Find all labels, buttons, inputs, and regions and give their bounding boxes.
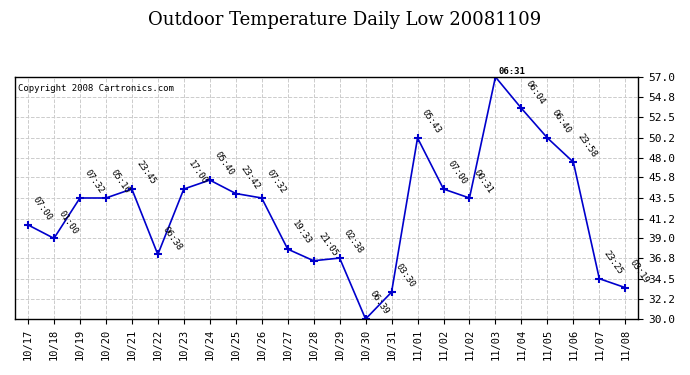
Text: 07:00: 07:00 [446, 159, 469, 186]
Text: 02:38: 02:38 [342, 228, 365, 256]
Text: 01:00: 01:00 [57, 209, 79, 236]
Text: 17:00: 17:00 [186, 159, 209, 186]
Text: 06:40: 06:40 [550, 108, 573, 135]
Text: 06:39: 06:39 [368, 290, 391, 316]
Text: 05:40: 05:40 [213, 150, 235, 178]
Text: 00:31: 00:31 [472, 168, 495, 195]
Text: 06:31: 06:31 [498, 67, 525, 76]
Text: 07:00: 07:00 [30, 195, 53, 222]
Text: 06:38: 06:38 [161, 225, 184, 252]
Text: 23:25: 23:25 [602, 249, 624, 276]
Text: 07:32: 07:32 [83, 168, 106, 195]
Text: 19:33: 19:33 [290, 219, 313, 247]
Text: 05:10: 05:10 [108, 168, 131, 195]
Text: Outdoor Temperature Daily Low 20081109: Outdoor Temperature Daily Low 20081109 [148, 11, 542, 29]
Text: 23:58: 23:58 [576, 132, 599, 160]
Text: Copyright 2008 Cartronics.com: Copyright 2008 Cartronics.com [18, 84, 174, 93]
Text: 03:30: 03:30 [394, 262, 417, 290]
Text: 03:19: 03:19 [628, 258, 651, 285]
Text: 07:32: 07:32 [264, 168, 287, 195]
Text: 23:42: 23:42 [238, 164, 261, 191]
Text: 23:45: 23:45 [135, 159, 157, 186]
Text: 21:05: 21:05 [316, 231, 339, 258]
Text: 06:04: 06:04 [524, 79, 546, 106]
Text: 05:43: 05:43 [420, 108, 443, 135]
